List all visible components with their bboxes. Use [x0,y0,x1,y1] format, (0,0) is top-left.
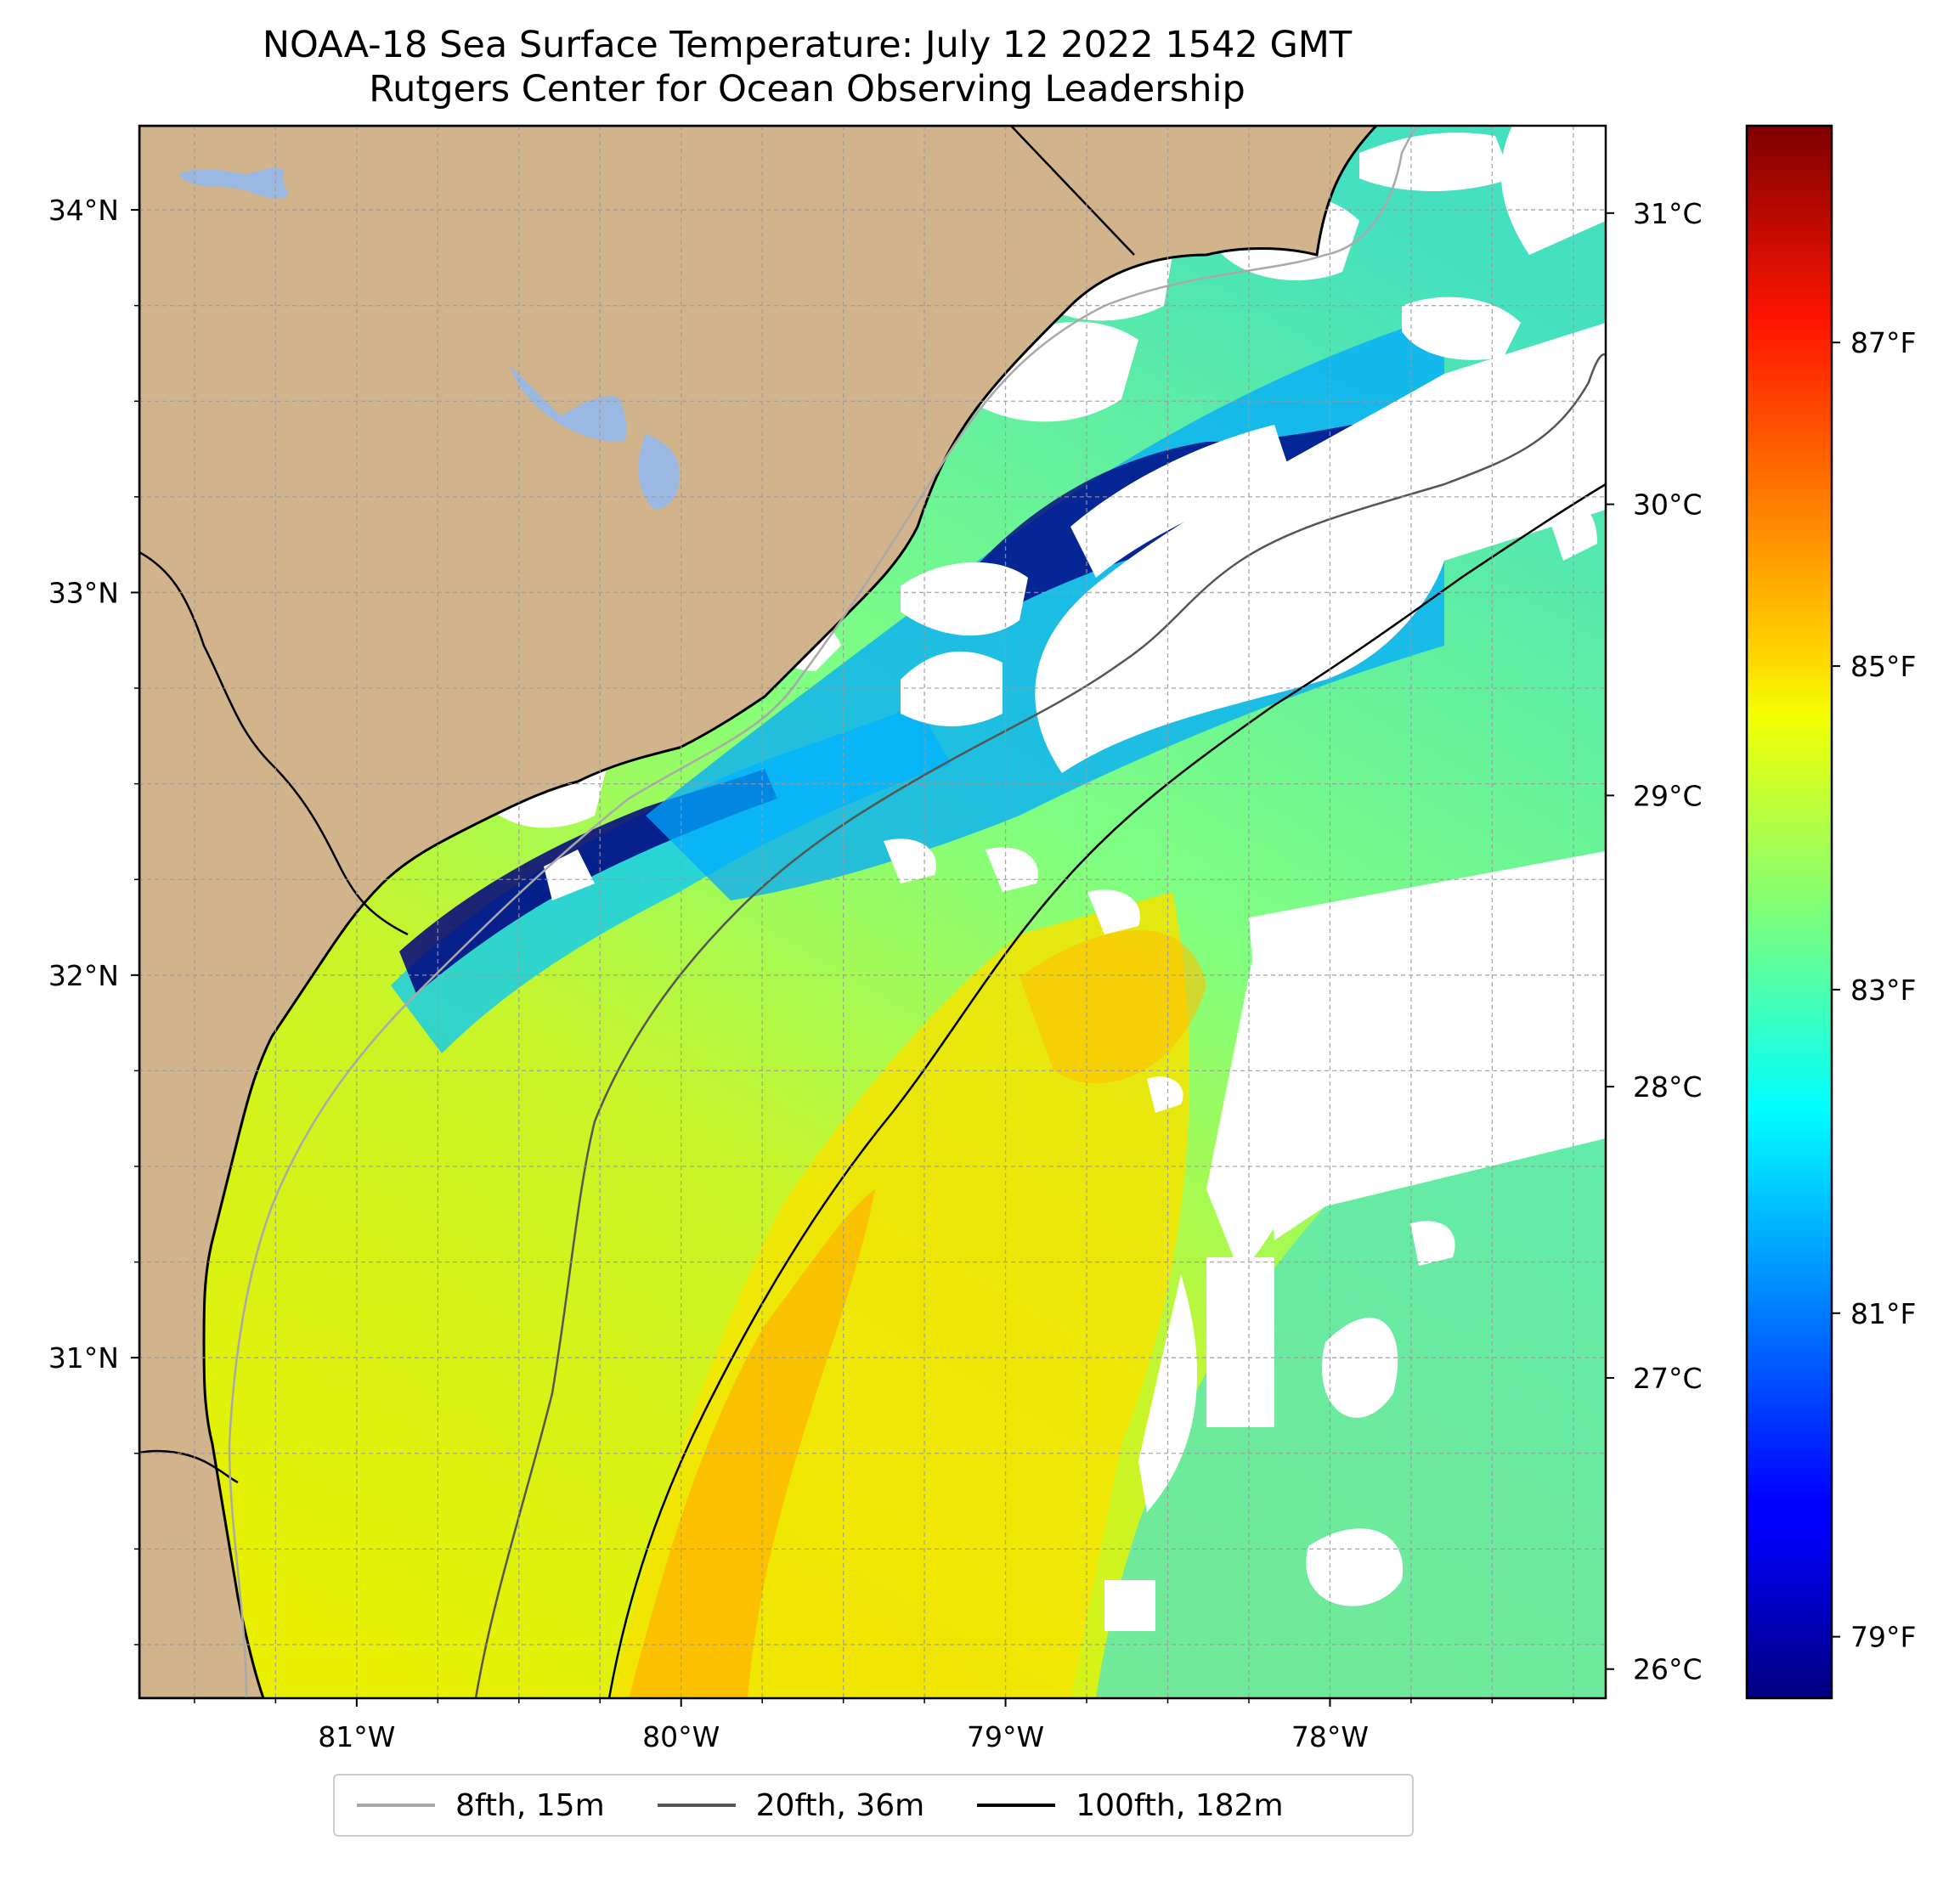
map-frame [138,124,1607,1700]
lake-marion [178,167,289,199]
legend-item-100fth: 100fth, 182m [977,1787,1284,1823]
lat-label: 31°N [48,1341,119,1375]
celsius-label: 28°C [1633,1070,1703,1104]
lon-label: 79°W [967,1720,1044,1753]
map-title-line2: Rutgers Center for Ocean Observing Leade… [369,68,1245,110]
lat-label: 33°N [48,576,119,609]
lat-label: 32°N [48,959,119,992]
map-title-line1: NOAA-18 Sea Surface Temperature: July 12… [262,24,1353,66]
colorbar-fahrenheit-ticks: 87°F 85°F 83°F 81°F 79°F [1832,326,1916,1654]
celsius-label: 26°C [1633,1653,1703,1686]
celsius-label: 27°C [1633,1362,1703,1395]
celsius-label: 31°C [1633,197,1703,230]
bathymetry-legend: 8fth, 15m 20fth, 36m 100fth, 182m [333,1774,1414,1837]
fahrenheit-label: 81°F [1850,1297,1916,1330]
fahrenheit-label: 87°F [1850,326,1916,359]
colorbar-celsius-ticks: 31°C 30°C 29°C 28°C 27°C 26°C [1606,197,1703,1686]
legend-item-20fth: 20fth, 36m [657,1787,925,1823]
fahrenheit-label: 85°F [1850,650,1916,683]
legend-swatch-8fth [357,1804,435,1807]
land-mass [139,126,1379,1698]
legend-label-100fth: 100fth, 182m [1076,1787,1284,1823]
celsius-label: 30°C [1633,488,1703,522]
gridlines [139,126,1606,1698]
state-border-sc-ga [139,550,409,936]
legend-swatch-20fth [657,1804,736,1807]
latitude-ticks: 34°N 33°N 32°N 31°N [48,194,139,1646]
map-panel [139,126,1606,1698]
celsius-label: 29°C [1633,779,1703,812]
legend-label-20fth: 20fth, 36m [755,1787,925,1823]
lon-label: 81°W [318,1720,395,1753]
fahrenheit-label: 79°F [1850,1621,1916,1654]
lake-small [638,433,680,510]
state-border-sc-nc [1010,126,1135,256]
fahrenheit-label: 83°F [1850,974,1916,1007]
cool-water-east [1096,1138,1606,1698]
lon-label: 78°W [1291,1720,1369,1753]
legend-swatch-100fth [977,1804,1056,1807]
lat-label: 34°N [48,194,119,227]
legend-label-8fth: 8fth, 15m [455,1787,605,1823]
lon-label: 80°W [642,1720,720,1753]
contour-20fth [474,353,1606,1698]
legend-item-8fth: 8fth, 15m [357,1788,605,1823]
warm-water-patch [1020,930,1206,1084]
longitude-ticks: 81°W 80°W 79°W 78°W [194,1698,1574,1753]
contour-8fth [228,126,1420,1698]
warmest-water-region [629,1189,875,1698]
contour-100fth [607,483,1606,1698]
colorbar [1745,124,1833,1700]
lake-moultrie [510,365,627,442]
